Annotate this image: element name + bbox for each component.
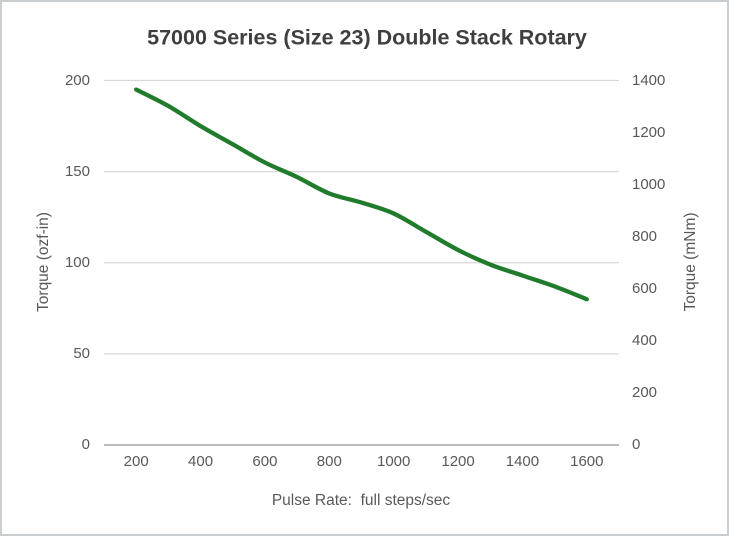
x-tick-label: 400 (188, 453, 214, 470)
x-tick-label: 800 (316, 453, 342, 470)
y-right-tick-label: 1000 (632, 175, 666, 193)
y-right-tick-label: 400 (632, 331, 658, 349)
y-right-tick-label: 1200 (632, 123, 666, 141)
x-tick-label: 1600 (570, 453, 604, 470)
y-left-tick-label: 100 (64, 253, 90, 271)
x-tick-label: 1400 (505, 453, 540, 470)
y-left-tick-label: 150 (64, 162, 90, 180)
y-right-tick-label: 800 (632, 227, 658, 245)
x-tick-label: 200 (123, 453, 149, 470)
y-axis-title-right: Torque (mNm) (682, 212, 699, 312)
y-left-tick-label: 200 (64, 71, 90, 89)
y-right-tick-label: 1400 (632, 71, 666, 89)
torque-series-line (134, 87, 589, 302)
y-left-tick-label: 0 (81, 436, 90, 453)
x-axis-title: Pulse Rate: full steps/sec (271, 492, 451, 509)
x-tick-label: 1000 (377, 453, 411, 470)
y-left-tick-label: 50 (73, 344, 90, 362)
x-tick-label: 600 (252, 453, 278, 470)
chart-title: 57000 Series (Size 23) Double Stack Rota… (147, 25, 587, 50)
y-right-tick-label: 200 (632, 383, 658, 401)
y-axis-title-left: Torque (ozf-in) (35, 212, 52, 312)
y-right-tick-label: 600 (632, 279, 658, 297)
x-tick-label: 1200 (441, 453, 475, 470)
y-right-tick-label: 0 (632, 436, 641, 453)
